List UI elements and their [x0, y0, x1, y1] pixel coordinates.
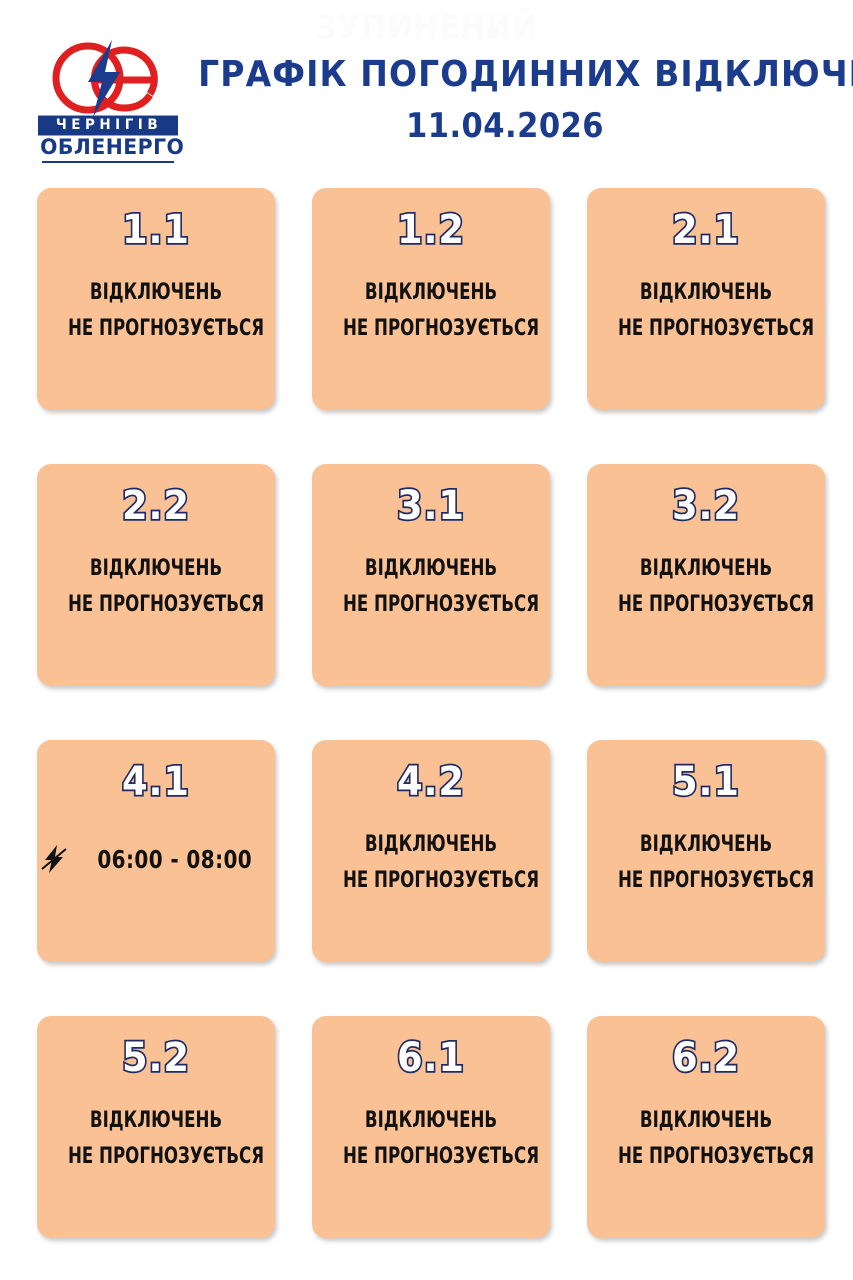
- status-line-1: ВІДКЛЮЧЕНЬ: [89, 1107, 223, 1133]
- status-line-1: ВІДКЛЮЧЕНЬ: [639, 555, 773, 581]
- queue-number: 4.1: [120, 759, 190, 805]
- queue-card[interactable]: 2.1 ВІДКЛЮЧЕНЬ НЕ ПРОГНОЗУЄТЬСЯ: [587, 188, 825, 410]
- queue-card[interactable]: 3.1 ВІДКЛЮЧЕНЬ НЕ ПРОГНОЗУЄТЬСЯ: [312, 464, 550, 686]
- queue-number: 3.2: [670, 483, 740, 529]
- queue-card[interactable]: 2.2 ВІДКЛЮЧЕНЬ НЕ ПРОГНОЗУЄТЬСЯ: [37, 464, 275, 686]
- status-text: ВІДКЛЮЧЕНЬ НЕ ПРОГНОЗУЄТЬСЯ: [312, 826, 550, 899]
- status-line-2: НЕ ПРОГНОЗУЄТЬСЯ: [342, 867, 540, 894]
- page-title: ГРАФІК ПОГОДИННИХ ВІДКЛЮЧЕНЬ: [198, 54, 853, 95]
- queue-card[interactable]: 1.1 ВІДКЛЮЧЕНЬ НЕ ПРОГНОЗУЄТЬСЯ: [37, 188, 275, 410]
- logo-city: ЧЕРНІГІВ: [38, 115, 178, 136]
- queue-number: 2.2: [120, 483, 190, 529]
- status-text: ВІДКЛЮЧЕНЬ НЕ ПРОГНОЗУЄТЬСЯ: [37, 1102, 275, 1175]
- outage-time: 06:00 - 08:00: [97, 844, 252, 874]
- status-text: ВІДКЛЮЧЕНЬ НЕ ПРОГНОЗУЄТЬСЯ: [37, 274, 275, 347]
- status-line-2: НЕ ПРОГНОЗУЄТЬСЯ: [342, 315, 540, 342]
- status-line-1: ВІДКЛЮЧЕНЬ: [364, 831, 498, 857]
- queue-card-grid: 1.1 ВІДКЛЮЧЕНЬ НЕ ПРОГНОЗУЄТЬСЯ 1.2 ВІДКЛЮЧЕ…: [37, 188, 825, 1238]
- status-line-2: НЕ ПРОГНОЗУЄТЬСЯ: [67, 591, 265, 618]
- logo-underline: [42, 161, 174, 164]
- queue-number: 1.1: [120, 207, 190, 253]
- status-text: ВІДКЛЮЧЕНЬ НЕ ПРОГНОЗУЄТЬСЯ: [37, 550, 275, 623]
- schedule-date: 11.04.2026: [405, 106, 605, 147]
- queue-card[interactable]: 3.2 ВІДКЛЮЧЕНЬ НЕ ПРОГНОЗУЄТЬСЯ: [587, 464, 825, 686]
- status-line-2: НЕ ПРОГНОЗУЄТЬСЯ: [342, 591, 540, 618]
- status-line-1: ВІДКЛЮЧЕНЬ: [89, 279, 223, 305]
- company-logo: ЧЕРНІГІВ ОБЛЕНЕРГО: [38, 38, 185, 168]
- status-line-2: НЕ ПРОГНОЗУЄТЬСЯ: [617, 867, 815, 894]
- queue-number: 6.1: [395, 1035, 465, 1081]
- queue-card[interactable]: 6.1 ВІДКЛЮЧЕНЬ НЕ ПРОГНОЗУЄТЬСЯ: [312, 1016, 550, 1238]
- status-text: ВІДКЛЮЧЕНЬ НЕ ПРОГНОЗУЄТЬСЯ: [587, 550, 825, 623]
- status-text: ВІДКЛЮЧЕНЬ НЕ ПРОГНОЗУЄТЬСЯ: [587, 274, 825, 347]
- status-line-2: НЕ ПРОГНОЗУЄТЬСЯ: [617, 315, 815, 342]
- status-text: ВІДКЛЮЧЕНЬ НЕ ПРОГНОЗУЄТЬСЯ: [312, 550, 550, 623]
- bolt-off-icon: [41, 845, 67, 873]
- status-text: ВІДКЛЮЧЕНЬ НЕ ПРОГНОЗУЄТЬСЯ: [587, 826, 825, 899]
- page-header: ЗУПИНЕНИЙ ЧЕРНІГІВ ОБЛЕНЕРГО ГРАФІК ПОГО…: [0, 0, 853, 180]
- queue-number: 5.2: [120, 1035, 190, 1081]
- queue-number: 4.2: [395, 759, 465, 805]
- queue-card[interactable]: 4.2 ВІДКЛЮЧЕНЬ НЕ ПРОГНОЗУЄТЬСЯ: [312, 740, 550, 962]
- outage-row: 06:00 - 08:00: [37, 844, 275, 874]
- queue-number: 1.2: [395, 207, 465, 253]
- status-line-1: ВІДКЛЮЧЕНЬ: [639, 831, 773, 857]
- queue-card[interactable]: 6.2 ВІДКЛЮЧЕНЬ НЕ ПРОГНОЗУЄТЬСЯ: [587, 1016, 825, 1238]
- queue-card[interactable]: 5.1 ВІДКЛЮЧЕНЬ НЕ ПРОГНОЗУЄТЬСЯ: [587, 740, 825, 962]
- queue-card[interactable]: 4.1 06:00 - 08:00: [37, 740, 275, 962]
- status-line-1: ВІДКЛЮЧЕНЬ: [639, 279, 773, 305]
- queue-number: 2.1: [670, 207, 740, 253]
- logo-company: ОБЛЕНЕРГО: [40, 134, 185, 159]
- status-line-1: ВІДКЛЮЧЕНЬ: [639, 1107, 773, 1133]
- status-line-1: ВІДКЛЮЧЕНЬ: [364, 555, 498, 581]
- status-line-1: ВІДКЛЮЧЕНЬ: [89, 555, 223, 581]
- queue-number: 6.2: [670, 1035, 740, 1081]
- status-line-1: ВІДКЛЮЧЕНЬ: [364, 279, 498, 305]
- status-text: ВІДКЛЮЧЕНЬ НЕ ПРОГНОЗУЄТЬСЯ: [312, 274, 550, 347]
- queue-number: 5.1: [670, 759, 740, 805]
- status-line-1: ВІДКЛЮЧЕНЬ: [364, 1107, 498, 1133]
- status-text: ВІДКЛЮЧЕНЬ НЕ ПРОГНОЗУЄТЬСЯ: [312, 1102, 550, 1175]
- queue-number: 3.1: [395, 483, 465, 529]
- queue-card[interactable]: 5.2 ВІДКЛЮЧЕНЬ НЕ ПРОГНОЗУЄТЬСЯ: [37, 1016, 275, 1238]
- queue-card[interactable]: 1.2 ВІДКЛЮЧЕНЬ НЕ ПРОГНОЗУЄТЬСЯ: [312, 188, 550, 410]
- status-line-2: НЕ ПРОГНОЗУЄТЬСЯ: [342, 1143, 540, 1170]
- status-line-2: НЕ ПРОГНОЗУЄТЬСЯ: [617, 1143, 815, 1170]
- title-block: ГРАФІК ПОГОДИННИХ ВІДКЛЮЧЕНЬ 11.04.2026: [175, 54, 853, 147]
- logo-wordmark: ЧЕРНІГІВ ОБЛЕНЕРГО: [38, 115, 185, 164]
- energy-monogram-icon: [52, 40, 158, 117]
- status-line-2: НЕ ПРОГНОЗУЄТЬСЯ: [67, 315, 265, 342]
- status-line-2: НЕ ПРОГНОЗУЄТЬСЯ: [617, 591, 815, 618]
- status-text: ВІДКЛЮЧЕНЬ НЕ ПРОГНОЗУЄТЬСЯ: [587, 1102, 825, 1175]
- status-line-2: НЕ ПРОГНОЗУЄТЬСЯ: [67, 1143, 265, 1170]
